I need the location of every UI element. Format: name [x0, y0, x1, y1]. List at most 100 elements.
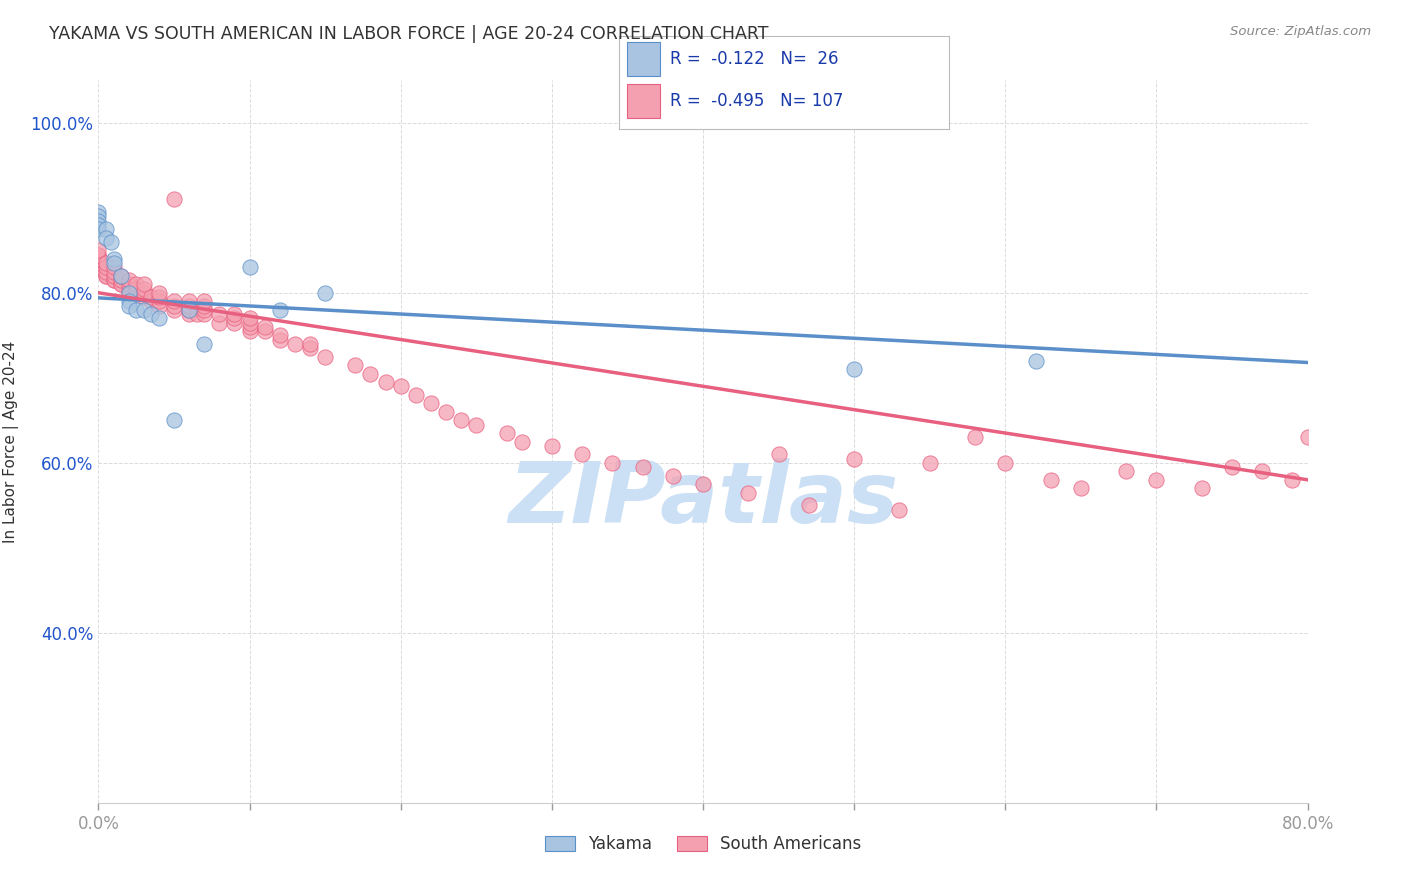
Point — [148, 290, 170, 304]
Point — [179, 302, 201, 317]
Point — [110, 273, 132, 287]
Point — [148, 285, 170, 300]
Point — [163, 302, 186, 317]
Point — [450, 413, 472, 427]
Point — [141, 307, 163, 321]
Point — [110, 277, 132, 292]
Point — [94, 268, 117, 283]
Point — [253, 324, 276, 338]
Point — [889, 502, 911, 516]
Point — [1281, 473, 1303, 487]
Point — [253, 319, 276, 334]
Point — [87, 260, 110, 275]
Point — [631, 460, 654, 475]
Point — [141, 290, 163, 304]
Point — [103, 260, 125, 275]
Point — [239, 311, 262, 326]
Text: YAKAMA VS SOUTH AMERICAN IN LABOR FORCE | AGE 20-24 CORRELATION CHART: YAKAMA VS SOUTH AMERICAN IN LABOR FORCE … — [49, 25, 769, 43]
Legend: Yakama, South Americans: Yakama, South Americans — [538, 828, 868, 860]
Point — [103, 273, 125, 287]
Point — [208, 307, 231, 321]
Point — [87, 209, 110, 223]
Point — [118, 299, 141, 313]
Point — [148, 294, 170, 309]
Point — [118, 281, 141, 295]
Point — [103, 256, 125, 270]
Point — [224, 307, 246, 321]
Point — [87, 213, 110, 227]
Point — [87, 218, 110, 232]
Text: R =  -0.122   N=  26: R = -0.122 N= 26 — [669, 50, 838, 68]
Text: R =  -0.495   N= 107: R = -0.495 N= 107 — [669, 92, 844, 110]
Point — [510, 434, 533, 449]
Point — [103, 264, 125, 278]
Point — [118, 285, 141, 300]
Point — [844, 451, 866, 466]
Point — [768, 447, 790, 461]
Point — [125, 285, 148, 300]
Point — [299, 341, 322, 355]
Point — [918, 456, 941, 470]
Point — [87, 205, 110, 219]
Point — [299, 336, 322, 351]
Point — [103, 252, 125, 266]
Point — [994, 456, 1017, 470]
Bar — [627, 42, 659, 76]
Point — [110, 268, 132, 283]
Point — [125, 281, 148, 295]
Point — [314, 350, 336, 364]
Point — [602, 456, 624, 470]
Point — [87, 247, 110, 261]
Point — [495, 425, 517, 440]
Point — [94, 260, 117, 275]
Point — [465, 417, 488, 432]
Point — [1251, 464, 1274, 478]
Point — [186, 307, 208, 321]
Point — [344, 358, 367, 372]
Point — [118, 273, 141, 287]
Point — [94, 222, 117, 236]
Point — [179, 294, 201, 309]
Point — [239, 319, 262, 334]
Point — [1039, 473, 1062, 487]
Point — [405, 388, 427, 402]
Point — [1327, 460, 1350, 475]
Point — [1024, 353, 1046, 368]
Point — [269, 333, 291, 347]
Point — [103, 273, 125, 287]
Point — [284, 336, 307, 351]
Point — [1341, 473, 1364, 487]
Point — [110, 268, 132, 283]
Point — [224, 316, 246, 330]
Point — [269, 302, 291, 317]
Point — [374, 375, 396, 389]
Point — [193, 307, 215, 321]
Point — [179, 307, 201, 321]
Point — [87, 222, 110, 236]
Point — [125, 285, 148, 300]
Point — [239, 316, 262, 330]
Point — [148, 299, 170, 313]
Point — [1296, 430, 1319, 444]
Point — [193, 336, 215, 351]
Point — [94, 264, 117, 278]
Point — [118, 285, 141, 300]
Point — [110, 277, 132, 292]
Point — [94, 256, 117, 270]
Point — [1070, 481, 1092, 495]
Point — [132, 277, 155, 292]
Point — [239, 260, 262, 275]
Point — [420, 396, 443, 410]
Point — [100, 235, 122, 249]
Point — [1191, 481, 1213, 495]
Point — [163, 192, 186, 206]
Text: ZIPatlas: ZIPatlas — [508, 458, 898, 541]
Point — [692, 477, 714, 491]
Y-axis label: In Labor Force | Age 20-24: In Labor Force | Age 20-24 — [3, 341, 20, 542]
Point — [434, 405, 457, 419]
Point — [193, 299, 215, 313]
Point — [132, 285, 155, 300]
Point — [141, 294, 163, 309]
Point — [239, 324, 262, 338]
Point — [737, 485, 759, 500]
